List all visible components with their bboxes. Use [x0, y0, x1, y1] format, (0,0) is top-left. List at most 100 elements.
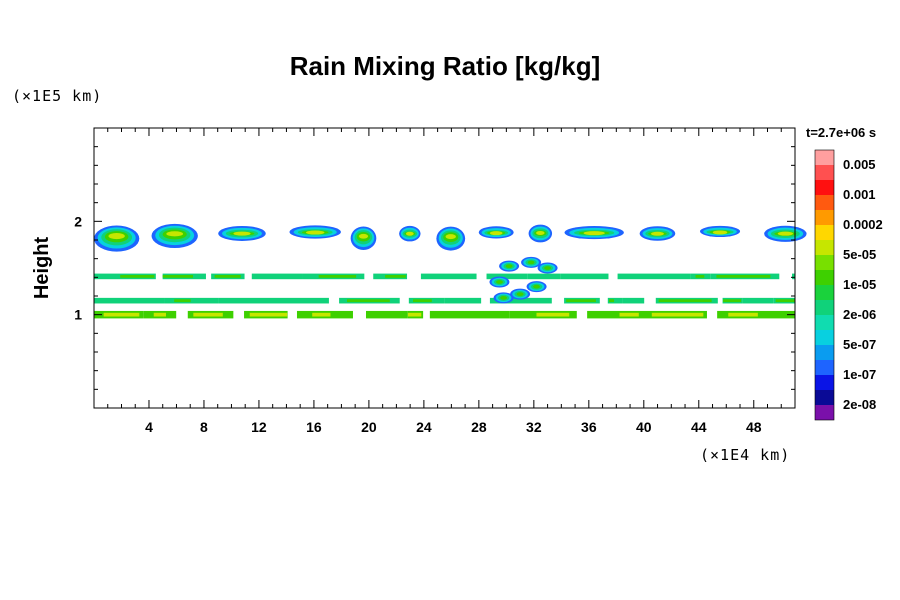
cloud-cell [405, 231, 414, 236]
colorbar-label: 1e-05 [843, 277, 876, 292]
band-segment [617, 273, 691, 280]
band-core [566, 299, 596, 303]
y-tick-label: 2 [74, 213, 82, 229]
colorbar-swatch [815, 360, 834, 375]
colorbar-swatch [815, 390, 834, 405]
colorbar-swatch [815, 345, 834, 360]
band-segment [791, 273, 795, 280]
band-convective-column-x30 [489, 256, 558, 304]
band-segment [365, 310, 408, 319]
colorbar-label: 0.0002 [843, 217, 883, 232]
band-mid-layer-1.15 [94, 297, 795, 304]
band-core [608, 299, 615, 303]
colorbar-label: 2e-06 [843, 307, 876, 322]
convective-cell [505, 264, 513, 269]
band-core [658, 299, 712, 303]
colorbar-label: 0.005 [843, 157, 876, 172]
colorbar-swatch [815, 300, 834, 315]
cloud-cell [108, 233, 125, 240]
cloud-cell [233, 231, 251, 236]
x-tick-label: 8 [200, 419, 208, 435]
cloud-cell [166, 231, 184, 237]
band-core [385, 275, 406, 278]
band-core [723, 299, 742, 303]
colorbar-swatch [815, 150, 834, 165]
colorbar-swatch [815, 240, 834, 255]
colorbar-swatch [815, 330, 834, 345]
x-tick-label: 16 [306, 419, 322, 435]
y-axis-label: Height [31, 237, 53, 300]
band-segment [607, 297, 623, 304]
band-core [312, 312, 331, 317]
colorbar-swatch [815, 315, 834, 330]
x-tick-label: 40 [636, 419, 652, 435]
band-core [651, 312, 704, 317]
colorbar-swatch [815, 270, 834, 285]
x-tick-label: 24 [416, 419, 432, 435]
cloud-cell [651, 231, 664, 236]
plot-area [94, 223, 807, 319]
x-tick-label: 44 [691, 419, 707, 435]
band-lower-layer-1.0 [94, 310, 795, 319]
band-segment [742, 297, 774, 304]
band-segment [94, 297, 165, 304]
band-mid-layer-1.4 [94, 273, 795, 280]
cloud-cell [489, 231, 503, 236]
band-core [775, 299, 795, 303]
y-tick-label: 1 [74, 307, 82, 323]
colorbar-frame [814, 149, 835, 421]
x-tick-label: 20 [361, 419, 377, 435]
band-segment [268, 297, 329, 304]
band-segment [622, 297, 645, 304]
band-core [174, 299, 191, 303]
cloud-cell [536, 230, 545, 235]
band-segment [444, 297, 482, 304]
band-core [214, 275, 241, 278]
x-tick-label: 32 [526, 419, 542, 435]
band-segment [527, 273, 561, 280]
band-core [249, 312, 288, 317]
colorbar-swatch [815, 165, 834, 180]
plot-frame [93, 127, 796, 409]
colorbar-swatch [815, 285, 834, 300]
convective-cell [544, 266, 551, 270]
chart-title: Rain Mixing Ratio [kg/kg] [290, 51, 601, 81]
colorbar-label: 2e-08 [843, 397, 876, 412]
band-segment [560, 273, 609, 280]
convective-cell [533, 284, 540, 289]
band-core [413, 299, 432, 303]
colorbar-label: 1e-07 [843, 367, 876, 382]
band-core [619, 312, 639, 317]
band-core [346, 299, 390, 303]
convective-cell [516, 292, 524, 297]
colorbar-swatch [815, 375, 834, 390]
band-core [193, 312, 223, 317]
x-unit-label: (×1E4 km) [700, 446, 790, 464]
colorbar-label: 0.001 [843, 187, 876, 202]
band-segment [164, 297, 219, 304]
band-core [728, 312, 758, 317]
colorbar-label: 5e-07 [843, 337, 876, 352]
band-core [162, 275, 194, 278]
band-segment [587, 310, 643, 319]
band-upper-cloud-layer [94, 223, 807, 252]
band-core [407, 312, 422, 317]
band-core [153, 312, 166, 317]
convective-cell [500, 295, 508, 300]
cloud-cell [712, 230, 728, 235]
band-core [318, 275, 357, 278]
convective-cell [496, 280, 503, 284]
cloud-cell [445, 234, 456, 240]
band-segment [489, 297, 552, 304]
band-segment [251, 273, 303, 280]
x-tick-label: 12 [251, 419, 267, 435]
y-unit-label: (×1E5 km) [12, 87, 102, 105]
band-segment [218, 297, 269, 304]
band-segment [429, 310, 510, 319]
cloud-cell [583, 231, 605, 236]
colorbar-swatch [815, 180, 834, 195]
band-segment [486, 273, 528, 280]
cloud-cell [777, 231, 794, 236]
